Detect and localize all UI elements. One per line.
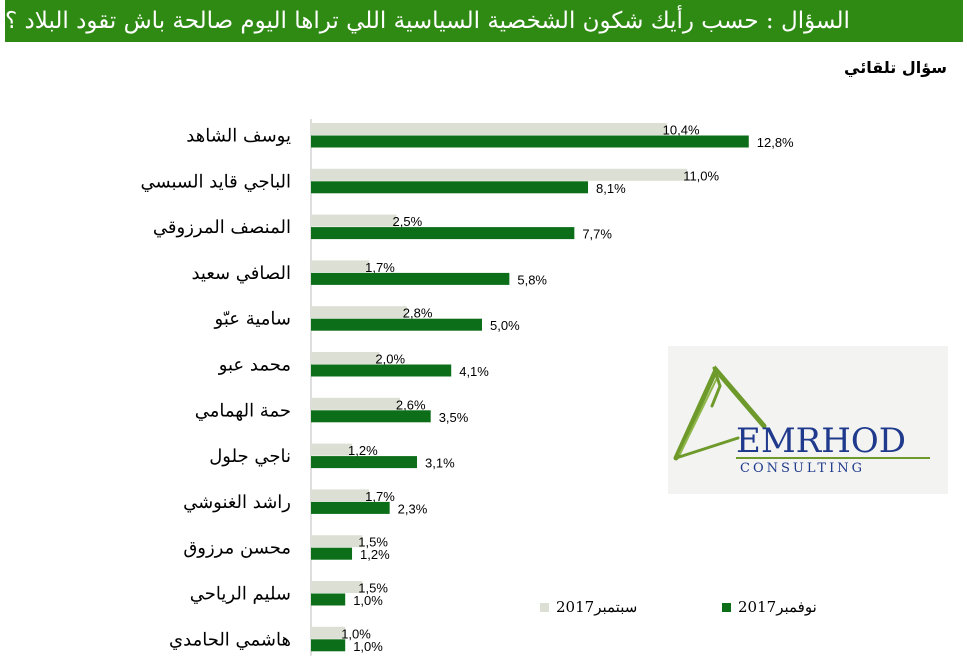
data-label: 8,1% xyxy=(596,181,626,196)
bar xyxy=(311,547,353,560)
data-label: 1,2% xyxy=(348,443,378,458)
data-label: 2,3% xyxy=(398,501,428,516)
question-header: السؤال : حسب رأيك شكون الشخصية السياسية … xyxy=(5,0,963,42)
legend-label: 2017نوفمبر xyxy=(738,598,817,616)
data-label: 11,0% xyxy=(683,168,719,183)
logo-name: EMRHOD xyxy=(736,421,906,461)
category-label: يوسف الشاهد xyxy=(186,126,291,147)
company-logo: EMRHOD CONSULTING xyxy=(668,346,948,494)
category-label: المنصف المرزوقي xyxy=(153,217,291,238)
question-title: السؤال : حسب رأيك شكون الشخصية السياسية … xyxy=(5,8,850,34)
bar xyxy=(311,501,390,514)
bar xyxy=(311,181,589,194)
bar xyxy=(311,443,353,456)
data-label: 1,7% xyxy=(365,260,395,275)
category-label: سامية عبّو xyxy=(214,309,291,330)
bar xyxy=(311,260,370,273)
data-label: 2,6% xyxy=(396,397,426,412)
data-label: 1,0% xyxy=(353,639,383,654)
data-label: 3,1% xyxy=(425,456,455,471)
bar xyxy=(311,168,688,181)
bar xyxy=(311,626,346,639)
legend-swatch xyxy=(540,603,549,612)
data-label: 1,7% xyxy=(365,489,395,504)
bar xyxy=(311,227,575,240)
bar xyxy=(311,639,346,652)
bar xyxy=(311,456,418,469)
category-label: محسن مرزوق xyxy=(183,538,291,559)
data-label: 1,5% xyxy=(358,535,388,550)
data-label: 1,2% xyxy=(360,547,390,562)
bar xyxy=(311,272,510,285)
category-label: هاشمي الحامدي xyxy=(169,629,291,650)
bar xyxy=(311,214,397,227)
category-label: راشد الغنوشي xyxy=(183,492,291,513)
logo-triangle-icon xyxy=(673,365,767,461)
bar xyxy=(311,364,452,377)
bar xyxy=(311,535,363,548)
question-subtitle: سؤال تلقائي xyxy=(844,58,947,77)
bar xyxy=(311,397,400,410)
data-label: 12,8% xyxy=(757,135,794,150)
data-label: 2,5% xyxy=(393,214,423,229)
bar xyxy=(311,593,346,606)
data-label: 4,1% xyxy=(459,364,489,379)
data-label: 1,0% xyxy=(353,593,383,608)
bar xyxy=(311,123,667,135)
category-label: سليم الرياحي xyxy=(190,584,291,605)
data-label: 1,5% xyxy=(358,581,388,596)
bar xyxy=(311,135,749,148)
category-label: الباجي قايد السبسي xyxy=(140,171,291,192)
data-label: 5,8% xyxy=(517,272,547,287)
category-label: الصافي سعيد xyxy=(191,263,291,284)
logo-tagline: CONSULTING xyxy=(740,461,865,476)
data-label: 3,5% xyxy=(439,410,469,425)
data-label: 7,7% xyxy=(582,227,612,242)
data-label: 5,0% xyxy=(490,318,520,333)
legend-swatch xyxy=(722,603,731,612)
category-label: حمة الهمامي xyxy=(195,400,291,421)
bar xyxy=(311,306,407,319)
bar xyxy=(311,352,380,364)
data-label: 10,4% xyxy=(663,123,700,138)
bar xyxy=(311,489,370,502)
category-label: محمد عبو xyxy=(218,355,291,376)
category-label: ناجي جلول xyxy=(209,446,291,467)
bar xyxy=(311,410,431,423)
bar xyxy=(311,318,482,331)
data-label: 1,0% xyxy=(341,626,371,641)
bar xyxy=(311,581,363,593)
data-label: 2,0% xyxy=(375,352,405,367)
logo-graphic: EMRHOD CONSULTING xyxy=(673,365,930,476)
data-label: 2,8% xyxy=(403,306,433,321)
legend-label: 2017سبتمبر xyxy=(556,598,637,616)
